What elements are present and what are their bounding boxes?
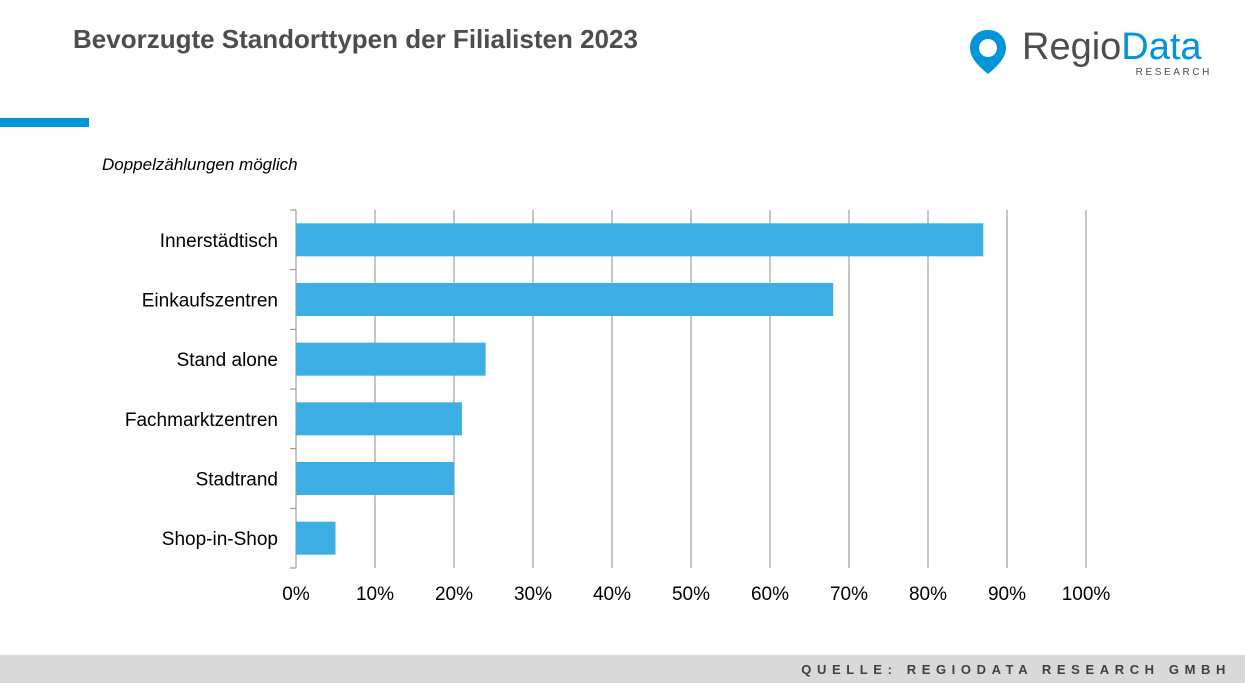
x-tick-label: 30% xyxy=(514,584,552,605)
footer: QUELLE: REGIODATA RESEARCH GMBH xyxy=(0,655,1245,683)
category-label: Einkaufszentren xyxy=(142,291,278,312)
x-tick-label: 60% xyxy=(751,584,789,605)
x-tick-label: 80% xyxy=(909,584,947,605)
bar xyxy=(296,521,336,555)
page-title: Bevorzugte Standorttypen der Filialisten… xyxy=(73,24,638,54)
category-label: Stadtrand xyxy=(196,470,278,491)
x-tick-label: 0% xyxy=(282,584,310,605)
category-label: Innerstädtisch xyxy=(160,231,278,252)
x-tick-label: 50% xyxy=(672,584,710,605)
bar xyxy=(296,342,486,376)
category-label: Fachmarktzentren xyxy=(125,410,278,431)
bar xyxy=(296,462,454,495)
logo: RegioData RESEARCH xyxy=(966,24,1216,84)
x-tick-label: 20% xyxy=(435,584,473,605)
x-tick-label: 70% xyxy=(830,584,868,605)
logo-wordmark: RegioData xyxy=(1022,28,1202,66)
x-tick-label: 40% xyxy=(593,584,631,605)
chart-note: Doppelzählungen möglich xyxy=(102,155,298,174)
x-tick-label: 10% xyxy=(356,584,394,605)
logo-brand-part1: Regio xyxy=(1022,26,1122,68)
location-pin-icon xyxy=(970,30,1006,74)
source-note: QUELLE: REGIODATA RESEARCH GMBH xyxy=(801,662,1231,677)
category-label: Shop-in-Shop xyxy=(162,529,278,550)
x-tick-label: 100% xyxy=(1062,584,1111,605)
bar xyxy=(296,223,984,257)
category-label: Stand alone xyxy=(177,350,278,371)
x-tick-label: 90% xyxy=(988,584,1026,605)
bar xyxy=(296,283,834,316)
accent-bar xyxy=(0,118,89,127)
logo-tagline: RESEARCH xyxy=(1135,67,1212,78)
bar xyxy=(296,402,462,436)
logo-brand-part2: Data xyxy=(1121,26,1202,68)
